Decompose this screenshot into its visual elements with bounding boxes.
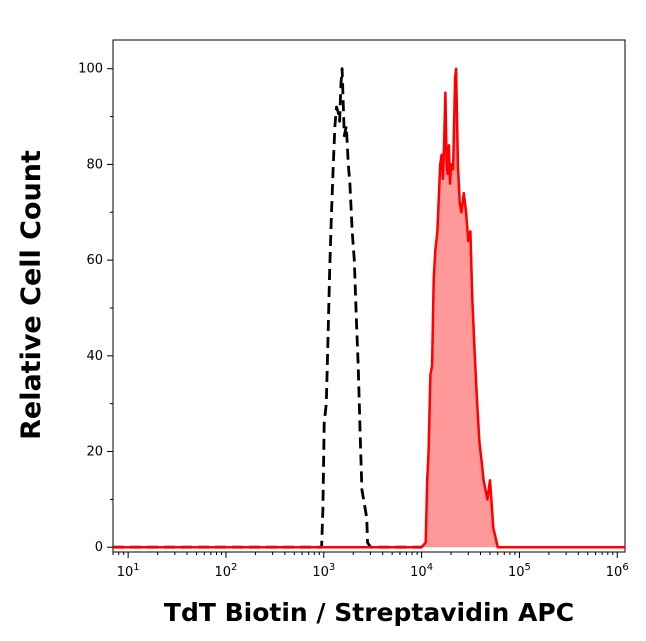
x-tick-label: 106 [606,562,629,580]
series-1-line [113,67,625,549]
y-tick-label: 0 [95,540,103,555]
series-0-line [113,67,422,549]
y-axis-title: Relative Cell Count [16,150,47,440]
x-tick-label: 104 [410,562,433,580]
x-tick-label: 103 [312,562,335,580]
y-axis: 0 20 40 60 80 100 [78,62,113,555]
x-axis-title: TdT Biotin / Streptavidin APC [164,598,574,627]
y-tick-label: 60 [86,253,103,268]
series-layer [113,67,625,549]
plot-frame [112,39,626,553]
y-tick-label: 100 [78,62,103,77]
x-tick-label: 101 [117,562,140,580]
y-tick-label: 80 [86,157,103,172]
x-axis: 101 102 103 104 105 106 [112,552,629,580]
series-1-fill [113,68,625,548]
x-tick-label: 105 [508,562,531,580]
x-tick-label: 102 [215,562,238,580]
y-tick-label: 40 [86,349,103,364]
y-tick-label: 20 [86,445,103,460]
